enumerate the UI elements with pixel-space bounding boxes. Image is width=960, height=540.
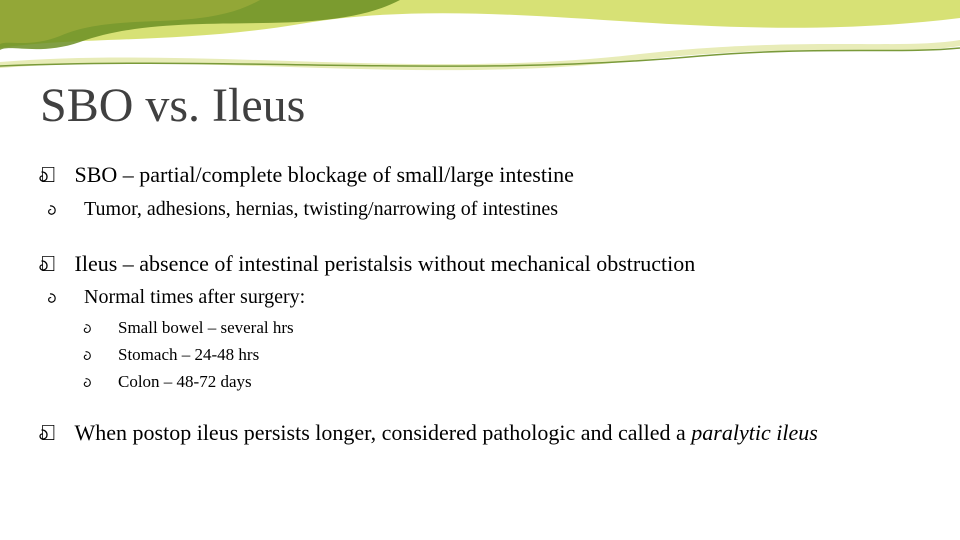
- bullet-text: Normal times after surgery:: [84, 286, 305, 308]
- bullet-paralytic: When postop ileus persists longer, consi…: [40, 418, 920, 448]
- bullet-text: Small bowel – several hrs: [118, 318, 294, 337]
- slide-title: SBO vs. Ileus: [40, 78, 305, 133]
- swirl-icon: [66, 284, 84, 311]
- slide-body: SBO – partial/complete blockage of small…: [40, 160, 920, 454]
- bullet-text: Stomach – 24-48 hrs: [118, 345, 259, 364]
- bullet-text: Ileus – absence of intestinal peristalsi…: [75, 251, 696, 276]
- bullet-text: SBO – partial/complete blockage of small…: [75, 162, 574, 187]
- swirl-icon: [57, 160, 75, 190]
- swirl-icon: [100, 344, 118, 367]
- bullet-text: Colon – 48-72 days: [118, 372, 252, 391]
- spacer: [40, 398, 920, 418]
- bullet-text: Tumor, adhesions, hernias, twisting/narr…: [84, 198, 558, 220]
- swirl-icon: [57, 249, 75, 279]
- swirl-icon: [100, 371, 118, 394]
- bullet-sbo-causes: Tumor, adhesions, hernias, twisting/narr…: [66, 196, 920, 223]
- spacer: [40, 229, 920, 249]
- slide: SBO vs. Ileus SBO – partial/complete blo…: [0, 0, 960, 540]
- bullet-stomach: Stomach – 24-48 hrs: [100, 344, 920, 367]
- bullet-sbo: SBO – partial/complete blockage of small…: [40, 160, 920, 190]
- bullet-normal-times: Normal times after surgery:: [66, 284, 920, 311]
- bullet-colon: Colon – 48-72 days: [100, 371, 920, 394]
- bullet-ileus: Ileus – absence of intestinal peristalsi…: [40, 249, 920, 279]
- bullet-small-bowel: Small bowel – several hrs: [100, 317, 920, 340]
- swirl-icon: [57, 418, 75, 448]
- header-waves: [0, 0, 960, 80]
- swirl-icon: [100, 317, 118, 340]
- bullet-text: When postop ileus persists longer, consi…: [75, 420, 818, 445]
- swirl-icon: [66, 196, 84, 223]
